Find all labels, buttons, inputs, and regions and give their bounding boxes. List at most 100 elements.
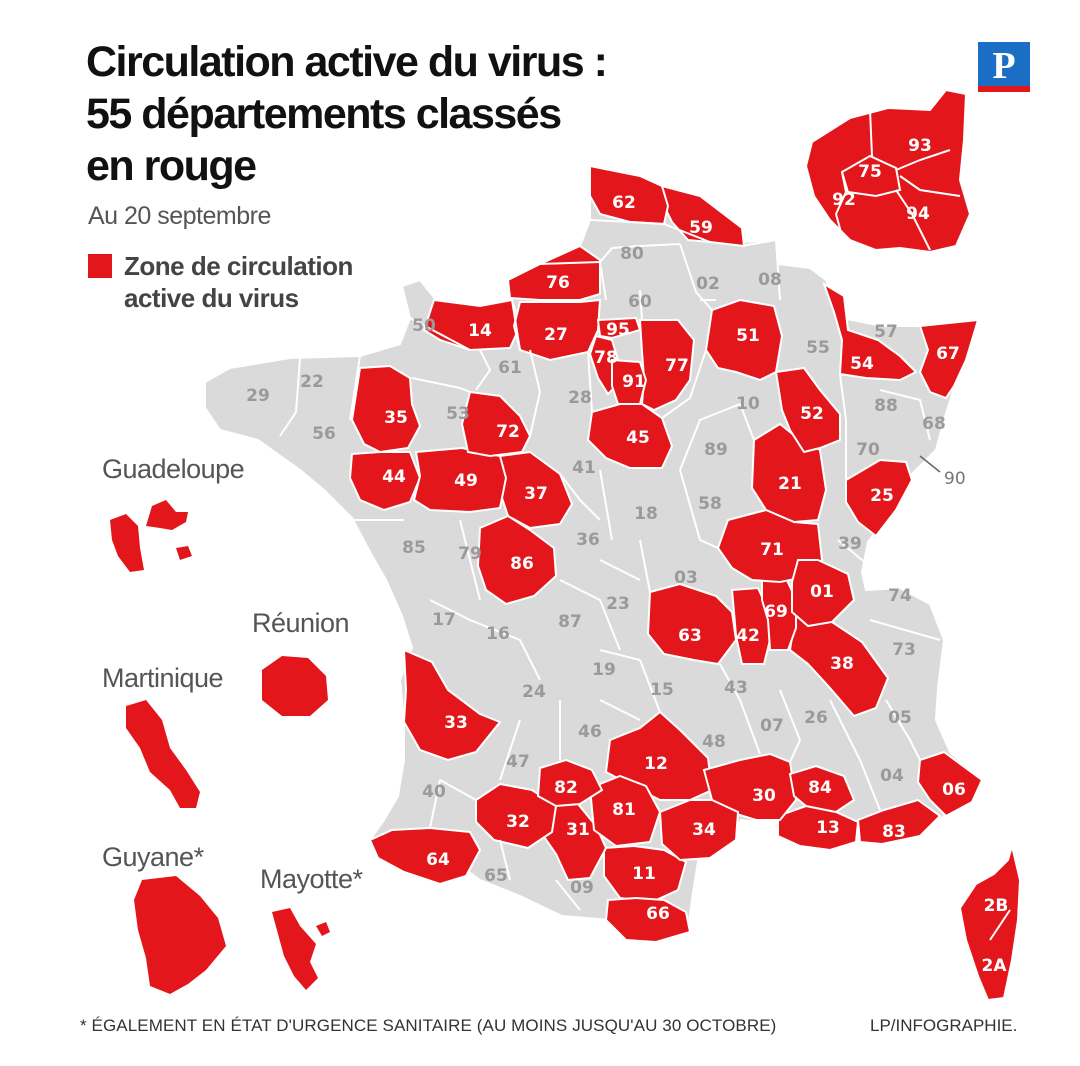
departement-region-54 xyxy=(822,281,918,382)
departement-label-45: 45 xyxy=(626,428,650,448)
departement-label-61: 61 xyxy=(498,358,522,378)
overseas-shape-guyane xyxy=(134,876,226,994)
ile-de-france-inset xyxy=(804,88,972,254)
departement-label-27: 27 xyxy=(544,325,568,345)
overseas-territories xyxy=(110,500,330,994)
departement-region-84 xyxy=(788,764,856,814)
departement-border xyxy=(599,261,607,301)
idf-inset-shape xyxy=(804,88,972,254)
departement-label-95: 95 xyxy=(606,320,630,340)
departement-regions xyxy=(348,164,1022,1002)
departement-label-50: 50 xyxy=(412,316,436,336)
overseas-shape-martinique xyxy=(126,700,200,808)
departement-label-19: 19 xyxy=(592,660,616,680)
departement-region-76 xyxy=(506,244,601,301)
departement-label-60: 60 xyxy=(628,292,652,312)
departement-label-26: 26 xyxy=(804,708,828,728)
departement-label-09: 09 xyxy=(570,878,594,898)
departement-region-44 xyxy=(348,451,422,512)
overseas-shape-mayotte xyxy=(272,908,330,990)
departement-label-86: 86 xyxy=(510,554,534,574)
departement-label-51: 51 xyxy=(736,326,760,346)
departement-label-79: 79 xyxy=(458,544,482,564)
departement-border xyxy=(885,699,921,761)
departement-border xyxy=(719,663,761,755)
departement-label-71: 71 xyxy=(760,540,784,560)
idf-border xyxy=(899,175,961,197)
credit: LP/INFOGRAPHIE. xyxy=(870,1016,1018,1035)
departement-label-69: 69 xyxy=(764,602,788,622)
departement-border xyxy=(861,559,901,589)
departement-label-2b: 2B xyxy=(984,896,1009,916)
departement-border xyxy=(555,879,581,911)
departement-label-80: 80 xyxy=(620,244,644,264)
departement-label-05: 05 xyxy=(888,708,912,728)
label-reunion: Réunion xyxy=(252,608,349,638)
departement-border xyxy=(599,699,641,721)
departement-label-14: 14 xyxy=(468,321,492,341)
title-line-1: Circulation active du virus : xyxy=(86,38,608,86)
departement-region-83 xyxy=(856,798,942,846)
departement-label-39: 39 xyxy=(838,534,862,554)
departement-border xyxy=(879,389,931,441)
departement-region-38 xyxy=(788,610,890,718)
label-martinique: Martinique xyxy=(102,663,223,693)
departement-label-85: 85 xyxy=(402,538,426,558)
departement-label-02: 02 xyxy=(696,274,720,294)
departement-border xyxy=(837,539,863,561)
departement-border xyxy=(511,299,521,351)
departement-region-95 xyxy=(596,316,642,340)
departement-label-23: 23 xyxy=(606,594,630,614)
departement-label-63: 63 xyxy=(678,626,702,646)
departement-border xyxy=(409,317,471,351)
departement-label-92: 92 xyxy=(832,190,856,210)
callout-90-line xyxy=(919,455,941,473)
departement-region-35 xyxy=(350,364,422,454)
departement-label-68: 68 xyxy=(922,414,946,434)
idf-border xyxy=(834,171,848,237)
departement-label-01: 01 xyxy=(810,582,834,602)
departement-border xyxy=(475,349,492,391)
departement-label-12: 12 xyxy=(644,754,668,774)
callout-90-label: 90 xyxy=(944,469,966,489)
departement-region-corse xyxy=(958,842,1022,1002)
departement-label-76: 76 xyxy=(546,273,570,293)
departement-region-34 xyxy=(658,799,740,862)
departement-border xyxy=(279,357,301,437)
departement-label-29: 29 xyxy=(246,386,270,406)
departement-region-52 xyxy=(774,366,841,454)
departement-label-2a: 2A xyxy=(982,956,1008,976)
departement-border xyxy=(499,839,511,881)
departement-region-86 xyxy=(476,514,558,606)
departement-borders xyxy=(279,219,1011,941)
departement-border xyxy=(411,377,471,393)
legend-label: Zone de circulation active du virus xyxy=(124,251,353,313)
departement-label-72: 72 xyxy=(496,422,520,442)
departement-region-66 xyxy=(604,896,692,944)
departement-region-51 xyxy=(704,298,784,382)
departement-label-30: 30 xyxy=(752,786,776,806)
departement-border xyxy=(587,351,593,413)
departement-label-17: 17 xyxy=(432,610,456,630)
departement-label-74: 74 xyxy=(888,586,912,606)
departement-region-32 xyxy=(475,782,558,850)
departement-label-11: 11 xyxy=(632,864,656,884)
departement-border xyxy=(469,619,541,681)
departement-region-31 xyxy=(540,802,608,882)
departement-label-89: 89 xyxy=(704,440,728,460)
departement-border xyxy=(829,699,881,811)
departement-label-77: 77 xyxy=(665,356,689,376)
departement-label-13: 13 xyxy=(816,818,840,838)
label-guadeloupe: Guadeloupe xyxy=(102,454,244,484)
departement-border xyxy=(439,779,477,801)
departement-region-82 xyxy=(536,758,604,808)
departement-border xyxy=(539,243,681,265)
departement-border xyxy=(529,349,542,437)
departement-label-44: 44 xyxy=(382,467,406,487)
legend: Zone de circulation active du virus xyxy=(88,250,384,314)
departement-border xyxy=(429,779,441,829)
departement-label-35: 35 xyxy=(384,408,408,428)
departement-region-37 xyxy=(499,450,574,530)
departement-border xyxy=(639,539,651,593)
departement-label-93: 93 xyxy=(908,136,932,156)
